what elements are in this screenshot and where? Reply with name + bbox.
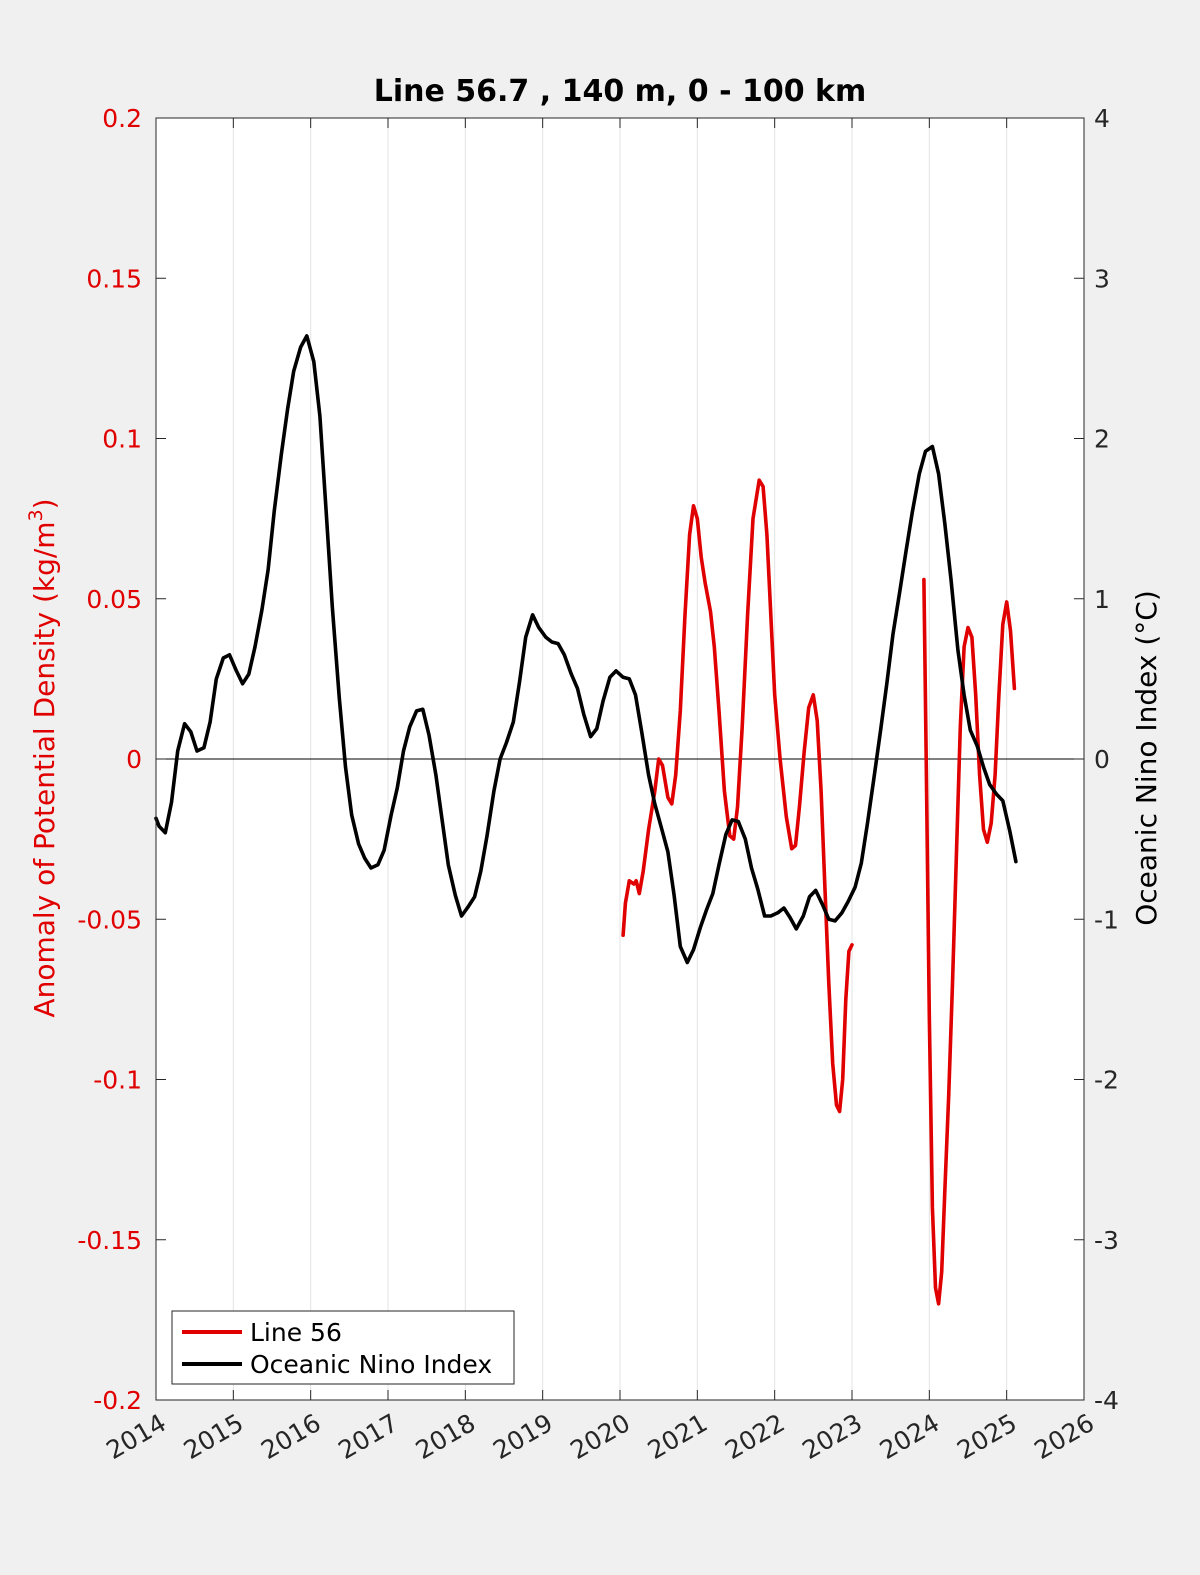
x-tick-label-2022: 2022 (720, 1408, 790, 1465)
y-left-tick-label-3: -0.05 (77, 905, 142, 934)
y-left-tick-label-7: 0.15 (86, 264, 142, 293)
y-axis-right-label: Oceanic Nino Index (°C) (1130, 590, 1163, 926)
x-tick-label-2015: 2015 (179, 1408, 249, 1465)
x-tick-label-2025: 2025 (952, 1408, 1022, 1465)
y-right-tick-label-6: 2 (1094, 425, 1110, 454)
y-axis-left-label-superscript: 3 (25, 509, 47, 521)
y-right-tick-label-5: 1 (1094, 585, 1110, 614)
x-tick-label-2024: 2024 (875, 1408, 945, 1465)
y-axis-left-label: Anomaly of Potential Density (kg/m3) (25, 498, 61, 1017)
legend-label-line-56: Line 56 (250, 1318, 342, 1347)
x-tick-label-2026: 2026 (1029, 1408, 1099, 1465)
legend: Line 56 Oceanic Nino Index (171, 1310, 515, 1385)
y-right-tick-label-7: 3 (1094, 264, 1110, 293)
y-axis-left-label-main: Anomaly of Potential Density (kg/m (28, 521, 61, 1017)
series-layer (154, 334, 1018, 1306)
y-left-tick-label-0: -0.2 (93, 1386, 142, 1415)
chart-title: Line 56.7 , 140 m, 0 - 100 km (374, 74, 867, 109)
y-left-tick-label-2: -0.1 (93, 1066, 142, 1095)
y-left-tick-label-4: 0 (126, 745, 142, 774)
x-tick-label-2019: 2019 (488, 1408, 558, 1465)
legend-box (171, 1310, 515, 1385)
y-right-tick-label-3: -1 (1094, 905, 1119, 934)
x-tick-label-2023: 2023 (797, 1408, 867, 1465)
series-line-56-segment-2 (922, 577, 1017, 1306)
y-right-tick-label-2: -2 (1094, 1066, 1119, 1095)
legend-label-oni: Oceanic Nino Index (250, 1350, 492, 1379)
x-tick-label-2016: 2016 (256, 1408, 326, 1465)
tick-labels: 2014 2015 2016 2017 2018 2019 2020 2021 2022 2023… (77, 104, 1119, 1465)
y-right-tick-label-4: 0 (1094, 745, 1110, 774)
y-axis-left-label-close: ) (28, 498, 61, 509)
y-right-tick-label-1: -3 (1094, 1226, 1119, 1255)
x-tick-label-2018: 2018 (411, 1408, 481, 1465)
y-left-tick-label-1: -0.15 (77, 1226, 142, 1255)
x-tick-label-2020: 2020 (565, 1408, 635, 1465)
y-left-tick-label-8: 0.2 (102, 104, 142, 133)
y-right-tick-label-0: -4 (1094, 1386, 1119, 1415)
x-tick-label-2021: 2021 (643, 1408, 713, 1465)
series-line-56-segment-1 (621, 478, 854, 1114)
y-left-tick-label-6: 0.1 (102, 425, 142, 454)
series-oceanic-nino-index-line (154, 334, 1018, 965)
y-right-tick-label-8: 4 (1094, 104, 1110, 133)
y-left-tick-label-5: 0.05 (86, 585, 142, 614)
ticks (155, 117, 1085, 1401)
x-tick-label-2017: 2017 (333, 1408, 403, 1465)
x-tick-label-2014: 2014 (101, 1408, 171, 1465)
